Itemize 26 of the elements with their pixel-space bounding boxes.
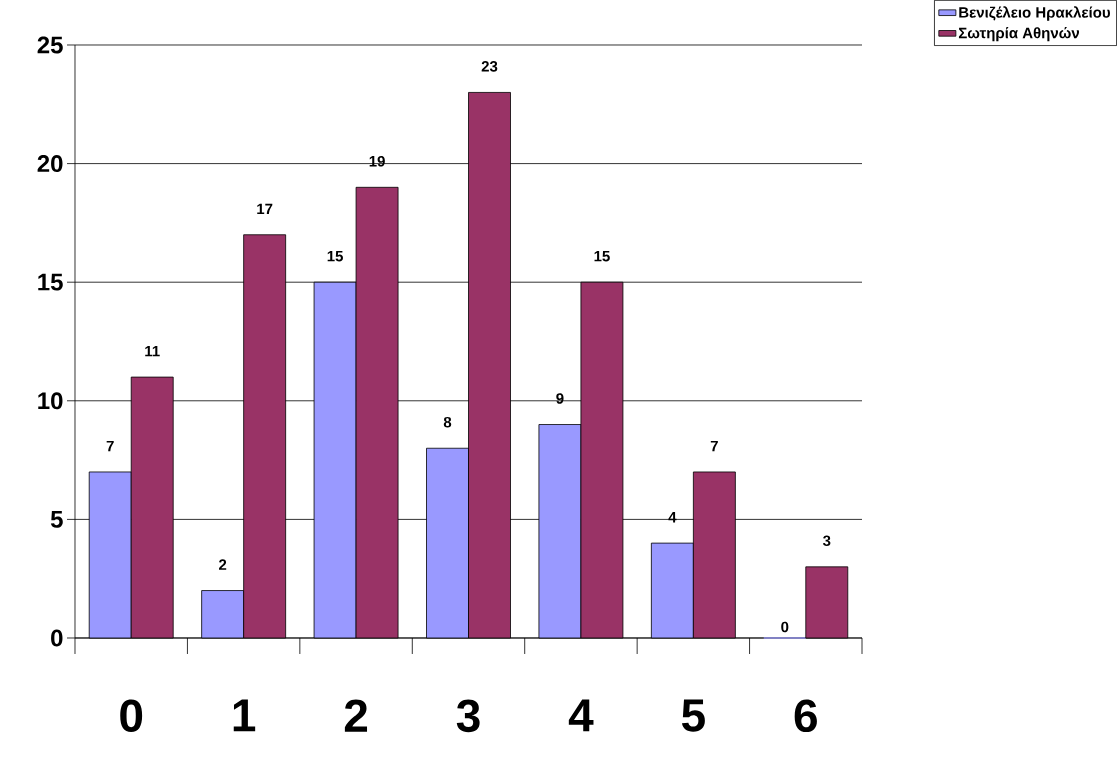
y-tick-label: 10 bbox=[38, 392, 63, 410]
y-tick-label: 25 bbox=[37, 36, 63, 54]
legend-label: Βενιζέλειο Ηρακλείου bbox=[959, 6, 1110, 21]
y-tick-label: 20 bbox=[37, 155, 63, 173]
data-label: 15 bbox=[594, 251, 610, 262]
data-label: 0 bbox=[781, 621, 789, 633]
x-tick-label: 3 bbox=[456, 699, 480, 733]
data-label: 23 bbox=[481, 61, 498, 72]
x-tick-label: 4 bbox=[568, 699, 594, 732]
x-tick-label: 0 bbox=[120, 699, 143, 733]
y-tick-label: 15 bbox=[38, 273, 63, 291]
x-tick-label: 5 bbox=[681, 699, 705, 732]
data-label: 3 bbox=[822, 535, 831, 547]
x-tick-label: 6 bbox=[794, 699, 817, 733]
x-tick-label: 2 bbox=[344, 699, 368, 732]
data-label: 11 bbox=[145, 346, 160, 357]
data-label: 17 bbox=[257, 203, 273, 215]
y-tick-label: 5 bbox=[50, 511, 63, 528]
data-label: 2 bbox=[218, 559, 227, 570]
data-label: 7 bbox=[710, 440, 718, 452]
data-label: 7 bbox=[106, 440, 114, 452]
data-label: 15 bbox=[327, 251, 343, 262]
legend-label: Σωτηρία Αθηνών bbox=[958, 27, 1080, 42]
data-label: 8 bbox=[443, 416, 452, 428]
y-tick-label: 0 bbox=[51, 629, 63, 647]
x-tick-label: 1 bbox=[233, 699, 256, 732]
